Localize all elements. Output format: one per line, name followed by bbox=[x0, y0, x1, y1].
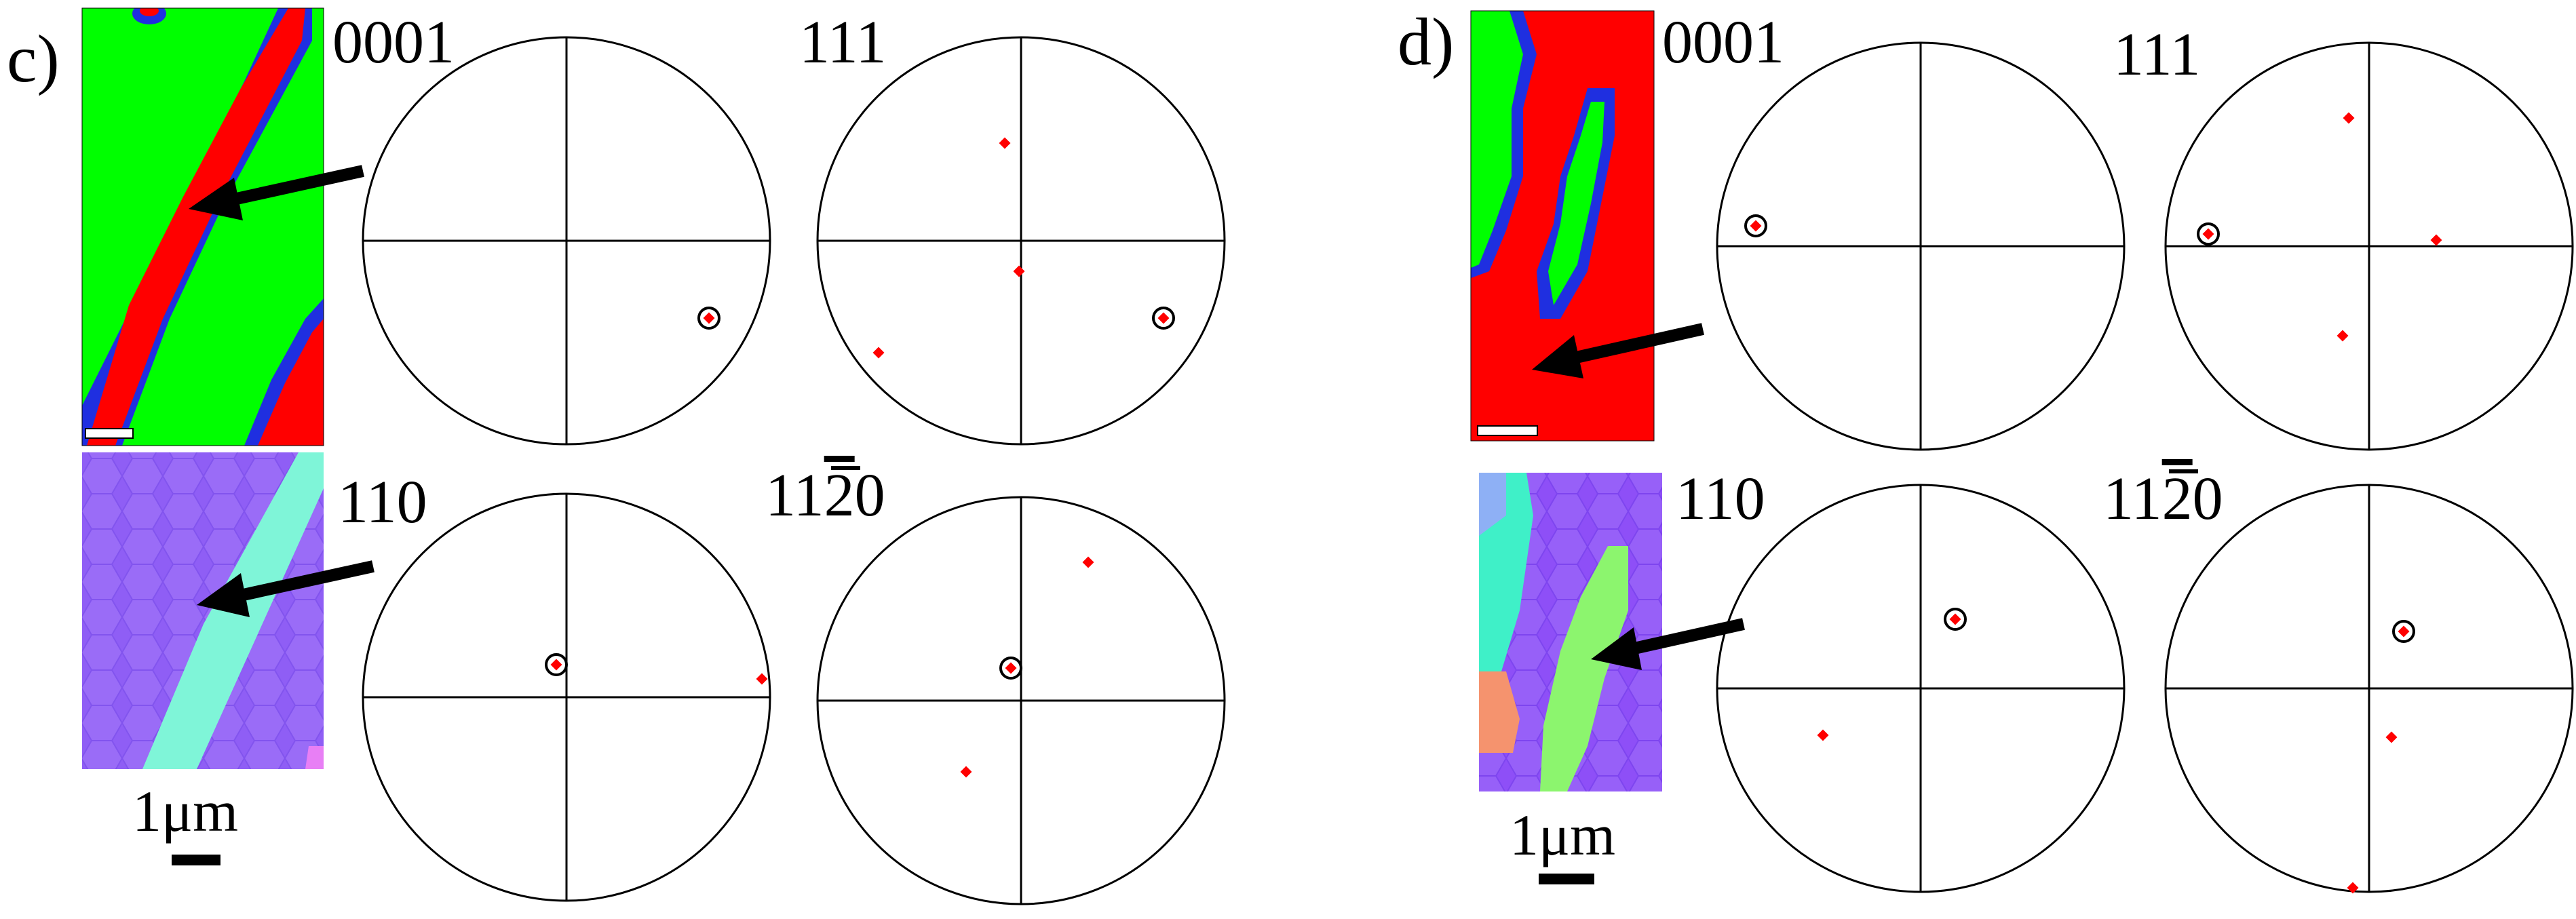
pole-figure-d-11-2-0 bbox=[2164, 484, 2574, 894]
panel-c-pole-label-111: 111 bbox=[799, 9, 886, 76]
panel-d-pole-label-0001: 0001 bbox=[1662, 9, 1784, 76]
panel-d: d) 1μm 00 bbox=[1398, 4, 2574, 894]
pole-figure-d-11-2-0-highlighted-pole-point bbox=[2398, 625, 2410, 638]
pole-figure-c-11-2-0-pole-point bbox=[1082, 556, 1094, 568]
panel-c-scale-label: 1μm bbox=[132, 779, 238, 844]
pole-figure-d-0001-highlighted-pole-point bbox=[1750, 220, 1762, 232]
pole-figure-d-111-highlight-ring bbox=[2197, 222, 2220, 246]
pole-figure-d-110-highlight-ring bbox=[1944, 608, 1967, 631]
panel-c-orientation-map-top bbox=[82, 8, 324, 446]
panel-d-orientation-map-bottom bbox=[1479, 473, 1662, 791]
pole-figure-c-11-2-0-highlighted-pole-point bbox=[1005, 662, 1017, 674]
pole-figure-d-0001 bbox=[1716, 41, 2126, 451]
panel-c-pole-label-110: 110 bbox=[338, 469, 427, 536]
panel-c-map-scale-bar bbox=[85, 428, 134, 439]
panel-c-pole-label-0001: 0001 bbox=[332, 9, 455, 76]
pole-figure-c-111 bbox=[816, 36, 1226, 446]
pole-figure-c-111-pole-point bbox=[872, 347, 885, 359]
pole-figure-d-11-2-0-pole-point bbox=[2385, 731, 2398, 743]
pole-figure-c-110-highlighted-pole-point bbox=[550, 659, 562, 671]
pole-figure-c-11-2-0-pole-point bbox=[960, 766, 972, 778]
panel-d-map-top-frame bbox=[1470, 10, 1655, 442]
panel-c: c) bbox=[7, 7, 1226, 905]
pole-figure-c-0001 bbox=[362, 36, 771, 446]
panel-c-arrow-bottom bbox=[197, 560, 374, 617]
pole-figure-d-111-pole-point bbox=[2337, 330, 2349, 342]
pole-figure-d-110 bbox=[1716, 484, 2126, 893]
pole-figure-d-111-pole-point bbox=[2430, 234, 2442, 246]
panel-c-arrow-top bbox=[189, 165, 364, 220]
panel-d-pole-label-11-2-0: 1120 bbox=[2103, 465, 2223, 532]
panel-d-pole-label-110: 110 bbox=[1676, 465, 1765, 532]
panel-c-pole-label-11-2-0: 1120 bbox=[765, 462, 885, 529]
pole-figure-d-0001-highlight-ring bbox=[1744, 214, 1767, 237]
panel-c-label: c) bbox=[7, 21, 60, 96]
pole-figure-c-110 bbox=[362, 492, 771, 902]
pole-figure-c-11-2-0-highlight-ring bbox=[999, 657, 1022, 680]
panel-d-pole-label-111: 111 bbox=[2113, 21, 2200, 88]
pole-figure-c-0001-highlighted-pole-point bbox=[703, 312, 715, 324]
pole-figure-c-111-highlighted-pole-point bbox=[1157, 312, 1170, 324]
pole-figure-d-110-pole-point bbox=[1817, 729, 1829, 741]
pole-figure-d-111-highlighted-pole-point bbox=[2202, 228, 2214, 240]
pole-figure-d-11-2-0-pole-point bbox=[2347, 882, 2359, 894]
pole-figure-d-110-highlighted-pole-point bbox=[1949, 613, 1961, 625]
pole-figure-c-111-pole-point bbox=[1013, 265, 1025, 277]
pole-figure-d-11-2-0-highlight-ring bbox=[2392, 620, 2415, 643]
panel-c-orientation-map-bottom bbox=[82, 452, 324, 769]
panel-d-arrow-bottom bbox=[1591, 618, 1745, 670]
panel-c-scale-bar bbox=[172, 855, 220, 865]
pole-figure-c-110-highlight-ring bbox=[545, 653, 568, 676]
panel-d-orientation-map-top bbox=[1471, 11, 1654, 441]
pole-figure-c-0001-highlight-ring bbox=[697, 307, 720, 330]
panel-d-label: d) bbox=[1398, 4, 1454, 79]
pole-figure-c-11-2-0 bbox=[816, 496, 1226, 905]
pole-figure-c-111-highlight-ring bbox=[1152, 307, 1175, 330]
panel-d-scale-label: 1μm bbox=[1510, 802, 1615, 867]
panel-c-map-top-frame bbox=[81, 7, 324, 446]
pole-figure-c-111-pole-point bbox=[999, 137, 1011, 149]
pole-figure-d-111 bbox=[2164, 41, 2574, 451]
panel-d-map-scale-bar bbox=[1477, 425, 1538, 436]
pole-figure-d-111-pole-point bbox=[2343, 112, 2355, 124]
panel-d-scale-bar bbox=[1539, 874, 1594, 884]
panel-d-arrow-top bbox=[1532, 323, 1704, 378]
pole-figure-c-110-pole-point bbox=[756, 673, 768, 685]
